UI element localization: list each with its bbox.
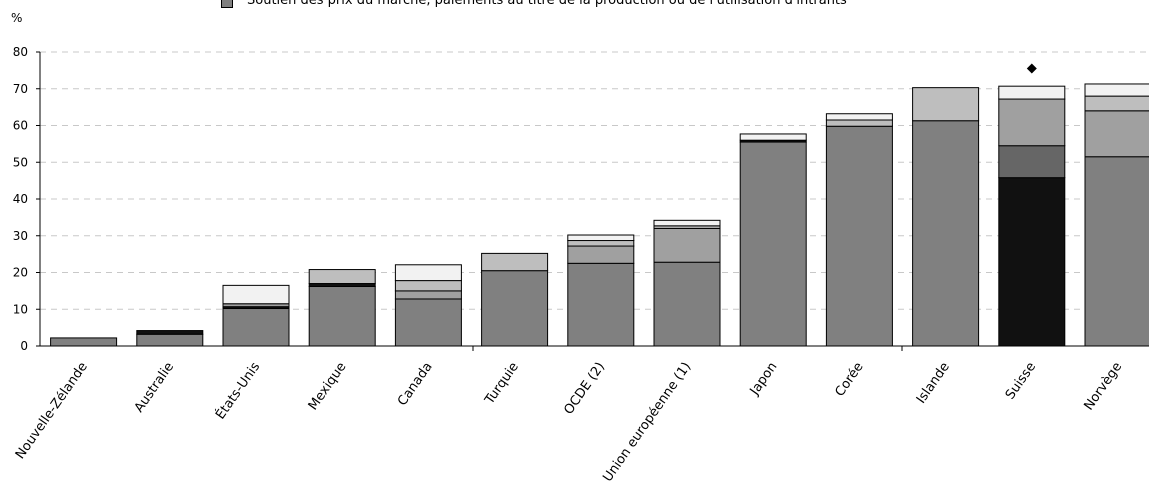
bar-segment — [998, 145, 1066, 179]
bar-segment — [50, 337, 118, 347]
bar-segment — [653, 219, 721, 227]
x-tick-label: Mexique — [306, 360, 350, 413]
legend: Soutien des prix du marché, paiements au… — [0, 0, 1149, 16]
bars — [50, 83, 1149, 347]
bar-segment — [825, 119, 893, 127]
bar-segment — [912, 87, 980, 122]
y-tick-label: 70 — [13, 82, 28, 96]
bar-segment — [136, 330, 204, 335]
bar-segment — [481, 252, 549, 272]
bar-segment — [912, 120, 980, 347]
axes — [36, 51, 1149, 351]
bar-segment — [998, 177, 1066, 347]
bar-segment — [825, 125, 893, 347]
bar-segment — [1084, 83, 1149, 97]
x-tick-label: Norvège — [1081, 360, 1125, 414]
marker-diamond — [1026, 63, 1037, 74]
bar-segment — [567, 234, 635, 242]
legend-label: Soutien des prix du marché, paiements au… — [247, 0, 847, 8]
x-tick-label: États-Unis — [212, 359, 263, 422]
legend-swatch — [221, 0, 233, 8]
bar-segment — [567, 245, 635, 264]
bar-segment — [998, 85, 1066, 100]
bar-segment — [653, 261, 721, 347]
y-tick-label: 30 — [13, 229, 28, 243]
bar-segment — [567, 262, 635, 347]
bar-segment — [739, 141, 807, 347]
x-tick-label: Union européenne (1) — [600, 360, 694, 485]
x-tick-labels: Nouvelle-Zélande Australie États-Unis Mexiq… — [13, 359, 1125, 485]
y-tick-label: 50 — [13, 155, 28, 169]
x-tick-label: Suisse — [1003, 360, 1039, 403]
x-tick-label: Corée — [833, 360, 867, 400]
bar-segment — [567, 240, 635, 247]
bar-segment — [739, 133, 807, 141]
y-axis-unit-label: % — [11, 11, 22, 25]
x-tick-label: OCDE (2) — [561, 360, 608, 418]
bar-segment — [222, 284, 290, 305]
bar-segment — [1084, 110, 1149, 158]
bar-segment — [481, 270, 549, 347]
markers — [1026, 63, 1037, 74]
y-tick-labels: 0 10 20 30 40 50 60 70 80 — [13, 45, 28, 353]
bar-segment — [653, 227, 721, 263]
bar-segment — [394, 290, 462, 300]
bar-segment — [394, 280, 462, 292]
y-tick-label: 80 — [13, 45, 28, 59]
bar-segment — [825, 113, 893, 121]
x-tick-label: Japon — [747, 360, 781, 399]
y-tick-label: 60 — [13, 119, 28, 133]
bar-segment — [308, 269, 376, 285]
y-tick-label: 20 — [13, 266, 28, 280]
bar-segment — [394, 298, 462, 347]
x-tick-label: Canada — [395, 360, 436, 409]
bar-segment — [308, 285, 376, 347]
bar-segment — [1084, 95, 1149, 112]
bar-segment — [998, 98, 1066, 147]
x-tick-label: Islande — [914, 360, 953, 407]
bar-segment — [222, 308, 290, 347]
y-tick-label: 40 — [13, 192, 28, 206]
y-tick-label: 0 — [20, 339, 28, 353]
bar-segment — [394, 264, 462, 282]
x-tick-label: Turquie — [482, 360, 522, 408]
y-tick-label: 10 — [13, 302, 28, 316]
x-tick-label: Nouvelle-Zélande — [13, 360, 91, 462]
x-tick-label: Australie — [132, 360, 177, 416]
bar-segment — [1084, 156, 1149, 347]
bar-segment — [136, 333, 204, 347]
